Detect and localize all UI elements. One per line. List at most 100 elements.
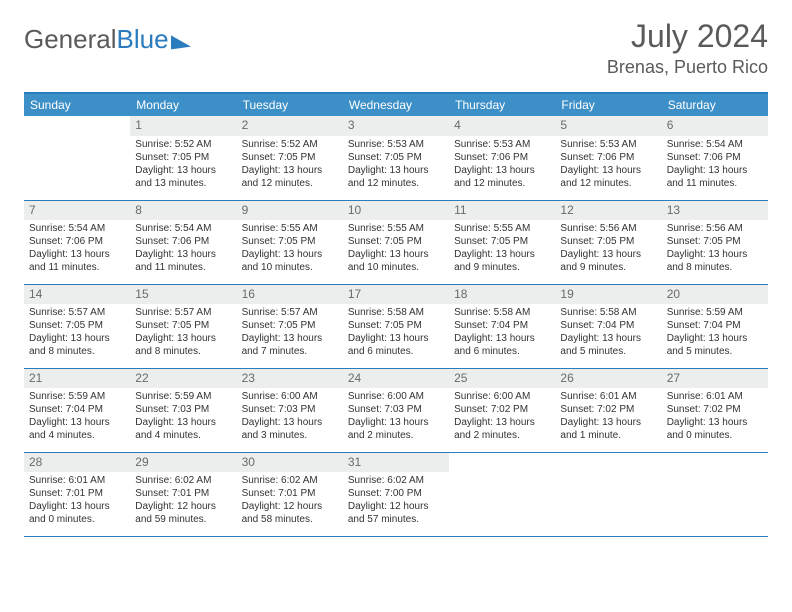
day-text: Sunrise: 5:59 AMSunset: 7:03 PMDaylight:… bbox=[130, 390, 236, 446]
day-number: 22 bbox=[130, 369, 236, 389]
day-number: 30 bbox=[237, 453, 343, 473]
day-number: 19 bbox=[555, 285, 661, 305]
week-row: 28Sunrise: 6:01 AMSunset: 7:01 PMDayligh… bbox=[24, 452, 768, 536]
day-cell: 2Sunrise: 5:52 AMSunset: 7:05 PMDaylight… bbox=[237, 116, 343, 200]
day-number: 2 bbox=[237, 116, 343, 136]
day-text: Sunrise: 5:56 AMSunset: 7:05 PMDaylight:… bbox=[555, 222, 661, 278]
day-number: 1 bbox=[130, 116, 236, 136]
day-text: Sunrise: 5:54 AMSunset: 7:06 PMDaylight:… bbox=[24, 222, 130, 278]
day-cell: 21Sunrise: 5:59 AMSunset: 7:04 PMDayligh… bbox=[24, 368, 130, 452]
empty-cell bbox=[662, 452, 768, 536]
day-text: Sunrise: 5:59 AMSunset: 7:04 PMDaylight:… bbox=[24, 390, 130, 446]
day-text: Sunrise: 5:53 AMSunset: 7:06 PMDaylight:… bbox=[449, 138, 555, 194]
day-text: Sunrise: 6:00 AMSunset: 7:03 PMDaylight:… bbox=[237, 390, 343, 446]
day-cell: 17Sunrise: 5:58 AMSunset: 7:05 PMDayligh… bbox=[343, 284, 449, 368]
day-cell: 12Sunrise: 5:56 AMSunset: 7:05 PMDayligh… bbox=[555, 200, 661, 284]
day-header: Sunday bbox=[24, 93, 130, 116]
calendar-header-row: SundayMondayTuesdayWednesdayThursdayFrid… bbox=[24, 93, 768, 116]
day-text: Sunrise: 6:01 AMSunset: 7:02 PMDaylight:… bbox=[662, 390, 768, 446]
day-text: Sunrise: 5:59 AMSunset: 7:04 PMDaylight:… bbox=[662, 306, 768, 362]
day-number: 7 bbox=[24, 201, 130, 221]
day-cell: 5Sunrise: 5:53 AMSunset: 7:06 PMDaylight… bbox=[555, 116, 661, 200]
day-text: Sunrise: 5:55 AMSunset: 7:05 PMDaylight:… bbox=[449, 222, 555, 278]
day-header: Wednesday bbox=[343, 93, 449, 116]
day-cell: 6Sunrise: 5:54 AMSunset: 7:06 PMDaylight… bbox=[662, 116, 768, 200]
day-cell: 18Sunrise: 5:58 AMSunset: 7:04 PMDayligh… bbox=[449, 284, 555, 368]
day-number: 28 bbox=[24, 453, 130, 473]
day-cell: 25Sunrise: 6:00 AMSunset: 7:02 PMDayligh… bbox=[449, 368, 555, 452]
day-number: 11 bbox=[449, 201, 555, 221]
empty-cell bbox=[24, 116, 130, 200]
week-row: 7Sunrise: 5:54 AMSunset: 7:06 PMDaylight… bbox=[24, 200, 768, 284]
day-number: 26 bbox=[555, 369, 661, 389]
day-text: Sunrise: 6:01 AMSunset: 7:01 PMDaylight:… bbox=[24, 474, 130, 530]
day-cell: 8Sunrise: 5:54 AMSunset: 7:06 PMDaylight… bbox=[130, 200, 236, 284]
logo-word1: General bbox=[24, 24, 117, 55]
logo-word2: Blue bbox=[117, 24, 169, 55]
day-cell: 27Sunrise: 6:01 AMSunset: 7:02 PMDayligh… bbox=[662, 368, 768, 452]
day-cell: 20Sunrise: 5:59 AMSunset: 7:04 PMDayligh… bbox=[662, 284, 768, 368]
day-cell: 1Sunrise: 5:52 AMSunset: 7:05 PMDaylight… bbox=[130, 116, 236, 200]
day-cell: 29Sunrise: 6:02 AMSunset: 7:01 PMDayligh… bbox=[130, 452, 236, 536]
day-header: Monday bbox=[130, 93, 236, 116]
day-text: Sunrise: 5:56 AMSunset: 7:05 PMDaylight:… bbox=[662, 222, 768, 278]
day-number: 24 bbox=[343, 369, 449, 389]
day-text: Sunrise: 5:58 AMSunset: 7:04 PMDaylight:… bbox=[555, 306, 661, 362]
day-text: Sunrise: 5:57 AMSunset: 7:05 PMDaylight:… bbox=[24, 306, 130, 362]
day-cell: 26Sunrise: 6:01 AMSunset: 7:02 PMDayligh… bbox=[555, 368, 661, 452]
day-number: 14 bbox=[24, 285, 130, 305]
week-row: 14Sunrise: 5:57 AMSunset: 7:05 PMDayligh… bbox=[24, 284, 768, 368]
day-cell: 14Sunrise: 5:57 AMSunset: 7:05 PMDayligh… bbox=[24, 284, 130, 368]
day-text: Sunrise: 5:55 AMSunset: 7:05 PMDaylight:… bbox=[237, 222, 343, 278]
day-text: Sunrise: 5:58 AMSunset: 7:05 PMDaylight:… bbox=[343, 306, 449, 362]
calendar-table: SundayMondayTuesdayWednesdayThursdayFrid… bbox=[24, 92, 768, 537]
day-cell: 7Sunrise: 5:54 AMSunset: 7:06 PMDaylight… bbox=[24, 200, 130, 284]
day-header: Saturday bbox=[662, 93, 768, 116]
empty-cell bbox=[449, 452, 555, 536]
day-text: Sunrise: 5:52 AMSunset: 7:05 PMDaylight:… bbox=[130, 138, 236, 194]
day-cell: 15Sunrise: 5:57 AMSunset: 7:05 PMDayligh… bbox=[130, 284, 236, 368]
day-text: Sunrise: 5:54 AMSunset: 7:06 PMDaylight:… bbox=[130, 222, 236, 278]
week-row: 21Sunrise: 5:59 AMSunset: 7:04 PMDayligh… bbox=[24, 368, 768, 452]
day-cell: 4Sunrise: 5:53 AMSunset: 7:06 PMDaylight… bbox=[449, 116, 555, 200]
day-text: Sunrise: 6:02 AMSunset: 7:01 PMDaylight:… bbox=[130, 474, 236, 530]
header: GeneralBlue July 2024 Brenas, Puerto Ric… bbox=[24, 18, 768, 78]
day-text bbox=[24, 138, 130, 142]
day-text: Sunrise: 6:01 AMSunset: 7:02 PMDaylight:… bbox=[555, 390, 661, 446]
day-cell: 19Sunrise: 5:58 AMSunset: 7:04 PMDayligh… bbox=[555, 284, 661, 368]
day-cell: 31Sunrise: 6:02 AMSunset: 7:00 PMDayligh… bbox=[343, 452, 449, 536]
logo-triangle-icon bbox=[171, 32, 191, 49]
day-header: Friday bbox=[555, 93, 661, 116]
day-text: Sunrise: 5:57 AMSunset: 7:05 PMDaylight:… bbox=[130, 306, 236, 362]
day-text: Sunrise: 5:57 AMSunset: 7:05 PMDaylight:… bbox=[237, 306, 343, 362]
day-text: Sunrise: 5:53 AMSunset: 7:06 PMDaylight:… bbox=[555, 138, 661, 194]
day-number: 6 bbox=[662, 116, 768, 136]
day-cell: 22Sunrise: 5:59 AMSunset: 7:03 PMDayligh… bbox=[130, 368, 236, 452]
week-row: 1Sunrise: 5:52 AMSunset: 7:05 PMDaylight… bbox=[24, 116, 768, 200]
day-cell: 28Sunrise: 6:01 AMSunset: 7:01 PMDayligh… bbox=[24, 452, 130, 536]
day-cell: 3Sunrise: 5:53 AMSunset: 7:05 PMDaylight… bbox=[343, 116, 449, 200]
day-text: Sunrise: 6:00 AMSunset: 7:03 PMDaylight:… bbox=[343, 390, 449, 446]
day-number: 18 bbox=[449, 285, 555, 305]
day-number: 3 bbox=[343, 116, 449, 136]
day-number: 16 bbox=[237, 285, 343, 305]
day-cell: 10Sunrise: 5:55 AMSunset: 7:05 PMDayligh… bbox=[343, 200, 449, 284]
day-number: 31 bbox=[343, 453, 449, 473]
day-number: 13 bbox=[662, 201, 768, 221]
empty-cell bbox=[555, 452, 661, 536]
month-title: July 2024 bbox=[607, 18, 768, 55]
day-number: 5 bbox=[555, 116, 661, 136]
day-number: 12 bbox=[555, 201, 661, 221]
day-cell: 30Sunrise: 6:02 AMSunset: 7:01 PMDayligh… bbox=[237, 452, 343, 536]
day-number: 21 bbox=[24, 369, 130, 389]
day-cell: 9Sunrise: 5:55 AMSunset: 7:05 PMDaylight… bbox=[237, 200, 343, 284]
day-text: Sunrise: 5:52 AMSunset: 7:05 PMDaylight:… bbox=[237, 138, 343, 194]
day-cell: 24Sunrise: 6:00 AMSunset: 7:03 PMDayligh… bbox=[343, 368, 449, 452]
day-text: Sunrise: 5:55 AMSunset: 7:05 PMDaylight:… bbox=[343, 222, 449, 278]
day-cell: 13Sunrise: 5:56 AMSunset: 7:05 PMDayligh… bbox=[662, 200, 768, 284]
day-number: 20 bbox=[662, 285, 768, 305]
day-number: 10 bbox=[343, 201, 449, 221]
day-number: 27 bbox=[662, 369, 768, 389]
day-cell: 23Sunrise: 6:00 AMSunset: 7:03 PMDayligh… bbox=[237, 368, 343, 452]
day-cell: 11Sunrise: 5:55 AMSunset: 7:05 PMDayligh… bbox=[449, 200, 555, 284]
